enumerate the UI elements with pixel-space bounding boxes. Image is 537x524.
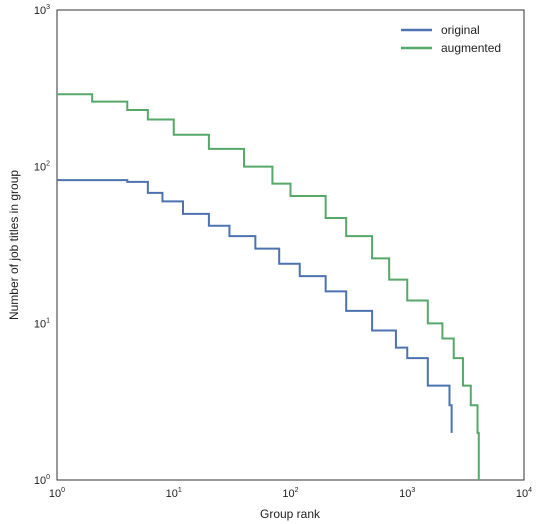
y-tick-label: 103 <box>34 4 50 17</box>
x-tick-label: 101 <box>166 487 182 500</box>
series-line-augmented <box>57 93 480 480</box>
x-tick-label: 100 <box>49 487 65 500</box>
x-tick-label: 102 <box>282 487 298 500</box>
series-layer <box>57 93 480 480</box>
y-tick-label: 102 <box>34 161 50 174</box>
x-tick-label: 103 <box>399 487 415 500</box>
legend-label-original: original <box>441 23 480 37</box>
y-tick-label: 101 <box>34 317 50 330</box>
x-axis-title: Group rank <box>260 507 321 521</box>
y-axis-ticks: 100 101 102 103 <box>34 4 50 487</box>
legend-label-augmented: augmented <box>441 41 501 55</box>
y-tick-label: 100 <box>34 474 50 487</box>
plot-area <box>56 9 525 481</box>
legend: original augmented <box>401 23 501 55</box>
x-tick-label: 104 <box>516 487 532 500</box>
y-axis-title: Number of job titles in group <box>7 170 21 320</box>
series-line-original <box>57 179 453 433</box>
x-axis-ticks: 100 101 102 103 104 <box>49 487 532 500</box>
